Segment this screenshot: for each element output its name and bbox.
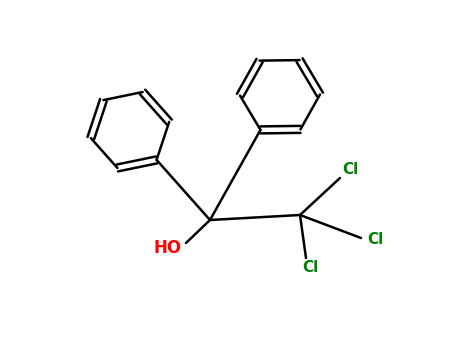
- Text: Cl: Cl: [342, 162, 358, 177]
- Text: Cl: Cl: [367, 232, 383, 247]
- Text: Cl: Cl: [302, 260, 318, 275]
- Text: HO: HO: [154, 239, 182, 257]
